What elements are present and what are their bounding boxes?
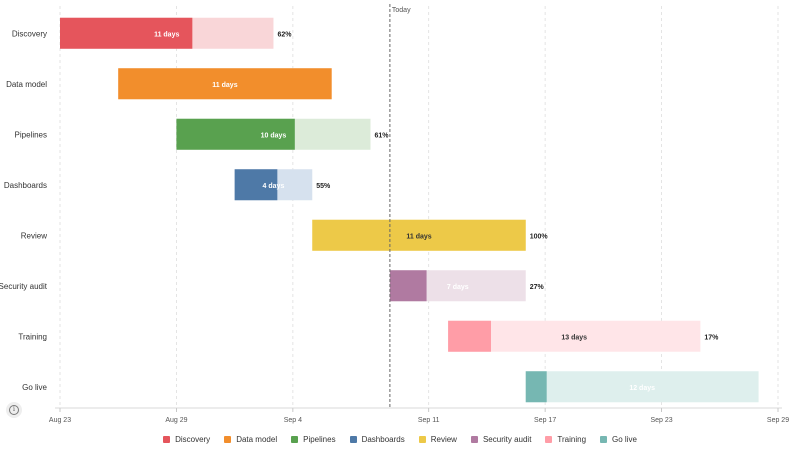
legend-item[interactable]: Discovery bbox=[163, 435, 210, 444]
task-bar-group: 11 days 100% bbox=[312, 219, 549, 251]
legend-label: Pipelines bbox=[303, 434, 336, 444]
task-duration-label: 11 days bbox=[406, 233, 431, 240]
today-label: Today bbox=[392, 7, 411, 14]
legend-item[interactable]: Pipelines bbox=[291, 434, 336, 444]
legend-swatch bbox=[163, 435, 171, 443]
row-labels: Discovery Data model Pipelines Dashboards Re… bbox=[0, 29, 48, 392]
legend-item[interactable]: Security audit bbox=[470, 434, 532, 444]
task-duration-label: 11 days bbox=[212, 82, 237, 89]
legend-item[interactable]: Review bbox=[418, 434, 457, 444]
task-bar-group: 10 days 61% bbox=[176, 118, 389, 150]
row-label: Pipelines bbox=[15, 130, 47, 139]
gantt-chart: Discovery Data model Pipelines Dashboards Re… bbox=[0, 4, 789, 424]
legend-swatch bbox=[470, 435, 478, 443]
task-bar-group: 11 days bbox=[118, 68, 332, 100]
task-bars: 11 days 62% 11 days 10 days 61% 4 days 55% 11 d… bbox=[60, 17, 759, 403]
task-duration-label: 10 days bbox=[261, 132, 287, 139]
row-label: Discovery bbox=[12, 29, 47, 38]
task-bar-progress bbox=[234, 169, 278, 201]
x-axis: Aug 23 Aug 29 Sep 4 Sep 11 Sep 17 Sep 23 Sep 2… bbox=[49, 407, 789, 424]
x-tick-label: Sep 23 bbox=[650, 417, 672, 424]
x-tick-label: Aug 23 bbox=[49, 417, 71, 424]
legend-label: Data model bbox=[236, 434, 278, 444]
x-tick-label: Aug 29 bbox=[165, 417, 187, 424]
row-label: Go live bbox=[22, 383, 47, 392]
legend: Discovery Data model Pipelines Dashboards Re… bbox=[0, 431, 800, 447]
task-bar-progress bbox=[118, 68, 332, 100]
task-progress-label: 100% bbox=[530, 233, 549, 240]
x-tick-label: Sep 4 bbox=[284, 417, 302, 424]
task-bar-group: 12 days bbox=[525, 371, 759, 403]
task-bar-group: 11 days 62% bbox=[60, 17, 292, 49]
x-tick-label: Sep 17 bbox=[534, 417, 556, 424]
legend-label: Security audit bbox=[482, 434, 532, 444]
task-bar-progress bbox=[389, 270, 427, 302]
task-bar-progress bbox=[176, 118, 295, 150]
task-progress-label: 55% bbox=[316, 183, 331, 190]
task-duration-label: 13 days bbox=[561, 334, 587, 341]
legend-label: Go live bbox=[612, 434, 637, 444]
task-progress-label: 61% bbox=[374, 132, 389, 139]
legend-item[interactable]: Training bbox=[545, 435, 586, 444]
row-label: Data model bbox=[6, 80, 47, 89]
task-duration-label: 12 days bbox=[629, 385, 655, 392]
task-bar-group: 4 days 55% bbox=[234, 169, 331, 201]
legend-swatch bbox=[291, 435, 299, 443]
task-bar-progress bbox=[312, 219, 526, 251]
x-tick-label: Sep 29 bbox=[767, 417, 789, 424]
legend-item[interactable]: Data model bbox=[224, 435, 277, 444]
row-label: Training bbox=[18, 332, 47, 341]
task-duration-label: 7 days bbox=[447, 284, 469, 291]
legend-label: Discovery bbox=[175, 434, 211, 444]
row-label: Dashboards bbox=[4, 181, 47, 190]
legend-swatch bbox=[224, 435, 232, 443]
task-bar-group: 7 days 27% bbox=[389, 270, 545, 302]
task-bar-progress bbox=[448, 320, 491, 352]
task-duration-label: 11 days bbox=[154, 31, 179, 38]
legend-item[interactable]: Go live bbox=[600, 435, 637, 444]
task-bar-track bbox=[525, 371, 759, 403]
row-label: Security audit bbox=[0, 282, 48, 291]
legend-swatch bbox=[600, 435, 608, 443]
today-marker: Today bbox=[389, 4, 411, 408]
task-progress-label: 62% bbox=[277, 31, 292, 38]
legend-swatch bbox=[349, 435, 357, 443]
task-duration-label: 4 days bbox=[263, 183, 285, 190]
legend-item[interactable]: Dashboards bbox=[349, 434, 405, 444]
task-bar-group: 13 days 17% bbox=[448, 320, 719, 352]
task-bar-progress bbox=[525, 371, 547, 403]
info-button[interactable]: i bbox=[6, 402, 22, 418]
legend-swatch bbox=[418, 435, 426, 443]
legend-label: Training bbox=[557, 434, 587, 444]
legend-swatch bbox=[545, 435, 553, 443]
legend-label: Dashboards bbox=[361, 434, 405, 444]
task-progress-label: 27% bbox=[530, 284, 545, 291]
x-tick-label: Sep 11 bbox=[418, 417, 440, 424]
info-icon: i bbox=[9, 405, 19, 415]
task-bar-progress bbox=[60, 17, 193, 49]
legend-label: Review bbox=[430, 434, 457, 444]
row-label: Review bbox=[21, 231, 47, 240]
task-progress-label: 17% bbox=[704, 334, 719, 341]
